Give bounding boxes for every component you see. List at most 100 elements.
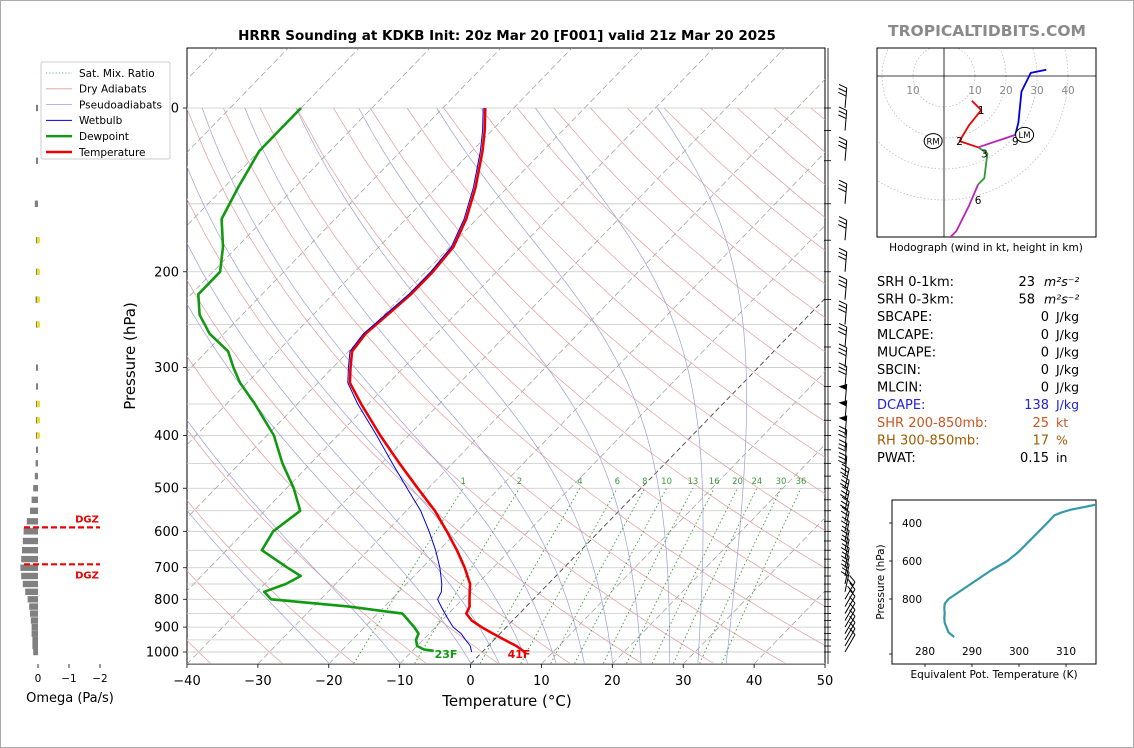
- y-tick-label: 400: [154, 429, 179, 444]
- index-label: SBCIN:: [877, 363, 921, 378]
- x-tick-label: 0: [466, 674, 474, 689]
- wind-barb-feather: [841, 551, 850, 557]
- legend-label: Wetbulb: [79, 115, 123, 127]
- wind-barb-staff: [844, 596, 856, 614]
- index-label: RH 300-850mb:: [877, 433, 980, 448]
- wind-barb-feather: [841, 525, 850, 532]
- mixing-ratio-label: 30: [776, 477, 787, 487]
- omega-x-label: Omega (Pa/s): [26, 691, 114, 706]
- wind-barb-staff: [844, 589, 856, 607]
- dry-adiabat-line: [187, 640, 211, 664]
- wind-barb-feather: [838, 224, 847, 229]
- wind-barb: [838, 384, 848, 405]
- omega-bar: [31, 630, 38, 637]
- pseudoadiabat-line: [187, 303, 472, 664]
- omega-bar: [34, 472, 38, 480]
- theta-e-line: [943, 503, 1096, 638]
- wind-barb: [844, 609, 856, 634]
- wind-barb-feather: [840, 563, 849, 569]
- wind-barb: [844, 582, 856, 607]
- x-tick-label: 20: [604, 674, 621, 689]
- wind-barb-feather: [841, 486, 850, 492]
- hodograph-ring-label: 30: [1030, 85, 1043, 97]
- wind-barb-feather: [838, 343, 847, 349]
- mixing-ratio-line: [672, 488, 758, 664]
- wind-barb-staff: [844, 622, 856, 641]
- wind-barb-feather: [838, 308, 847, 313]
- index-unit: J/kg: [1055, 397, 1079, 412]
- index-label: MLCAPE:: [877, 328, 934, 343]
- wind-barb-feather: [840, 479, 849, 485]
- index-unit: m²s⁻²: [1044, 292, 1079, 307]
- wind-barb: [838, 216, 848, 241]
- wind-barb-feather: [838, 91, 847, 97]
- index-value: 138: [1024, 398, 1049, 413]
- hodograph-trace: [977, 134, 1016, 149]
- pseudoadiabat-line: [436, 107, 670, 664]
- mixing-ratio-label: 1: [460, 477, 465, 487]
- wind-barb-staff: [844, 628, 856, 647]
- stability-indices: SRH 0-1km: 23 m²s⁻² SRH 0-3km: 58 m²s⁻² SBCAPE…: [877, 274, 1079, 466]
- y-tick-label: 900: [154, 621, 179, 636]
- mixing-ratio-line: [574, 487, 667, 664]
- omega-bar: [35, 460, 38, 467]
- pseudoadiabat-line: [535, 107, 704, 664]
- mixing-ratio-label: 13: [687, 477, 698, 487]
- wind-barb-feather: [838, 255, 847, 261]
- wind-barb-feather: [849, 602, 856, 611]
- mixing-ratio-label: 16: [709, 477, 720, 487]
- wind-barb-feather: [841, 567, 850, 573]
- mixing-ratio-labels: 1 2 4 6 8 10 13 16 20 24 30 36: [460, 477, 806, 487]
- theta-e-y-label: Pressure (hPa): [875, 544, 887, 619]
- wind-barb-feather: [849, 621, 856, 629]
- x-tick-label: −30: [244, 674, 271, 689]
- dry-adiabat-line: [553, 107, 825, 353]
- x-tick-label: 10: [533, 674, 550, 689]
- dry-adiabat-line: [187, 355, 499, 664]
- wind-barb-feather: [849, 582, 856, 590]
- theta-e-y-tick-label: 600: [902, 556, 922, 568]
- index-unit: m²s⁻²: [1044, 274, 1079, 289]
- wind-barb-feather: [838, 429, 847, 435]
- omega-bar: [23, 528, 38, 535]
- wind-barb-feather: [849, 627, 856, 635]
- mixing-ratio-label: 36: [796, 477, 807, 487]
- wetbulb-series-line: [347, 107, 484, 653]
- wind-barb-feather: [840, 571, 849, 577]
- hodograph-trace: [958, 109, 982, 149]
- mixing-ratio-line: [520, 487, 618, 664]
- wind-barb-feather: [838, 370, 847, 375]
- wind-barb-feather: [847, 585, 854, 594]
- wind-barb: [838, 322, 848, 348]
- x-tick-label: −40: [173, 674, 200, 689]
- index-unit: J/kg: [1055, 327, 1079, 342]
- index-value: 17: [1032, 433, 1049, 448]
- wind-barb-staff: [844, 572, 850, 592]
- storm-motion-label: LM: [1019, 131, 1031, 141]
- wind-barb: [838, 247, 848, 272]
- legend-label: Temperature: [78, 147, 146, 159]
- omega-bar-positive: [37, 417, 40, 424]
- theta-e-y-tick-label: 800: [902, 594, 922, 606]
- skewt-plot: 1002003004005006007008009001000 −40−30−2…: [121, 47, 833, 710]
- wind-barb-feather: [840, 490, 849, 496]
- wind-barb-staff: [844, 140, 848, 161]
- omega-bar: [33, 648, 38, 656]
- brand-watermark: TROPICALTIDBITS.COM: [888, 22, 1086, 40]
- wind-barb-staff: [844, 634, 856, 653]
- wind-barb-staff: [844, 616, 856, 634]
- omega-bar: [20, 564, 38, 571]
- wind-barb: [838, 425, 848, 450]
- wind-barb-feather: [841, 534, 850, 540]
- wind-barb-feather: [838, 351, 847, 357]
- wind-barb-feather: [847, 578, 854, 586]
- hodograph-ring-label: 10: [968, 85, 981, 97]
- omega-x-tick-label: 0: [35, 673, 42, 685]
- mixing-ratio-label: 10: [661, 477, 672, 487]
- legend-label: Dry Adiabats: [79, 84, 147, 96]
- dgz-label: DGZ: [75, 514, 99, 525]
- index-value: 0: [1041, 363, 1049, 378]
- mixing-ratio-label: 4: [577, 477, 582, 487]
- index-unit: J/kg: [1055, 344, 1079, 359]
- temperature-series-line: [348, 107, 526, 654]
